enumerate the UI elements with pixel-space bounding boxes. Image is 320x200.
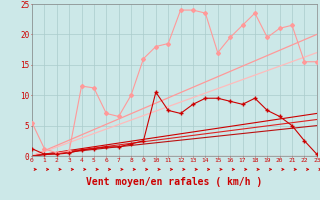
X-axis label: Vent moyen/en rafales ( km/h ): Vent moyen/en rafales ( km/h ) <box>86 177 262 187</box>
